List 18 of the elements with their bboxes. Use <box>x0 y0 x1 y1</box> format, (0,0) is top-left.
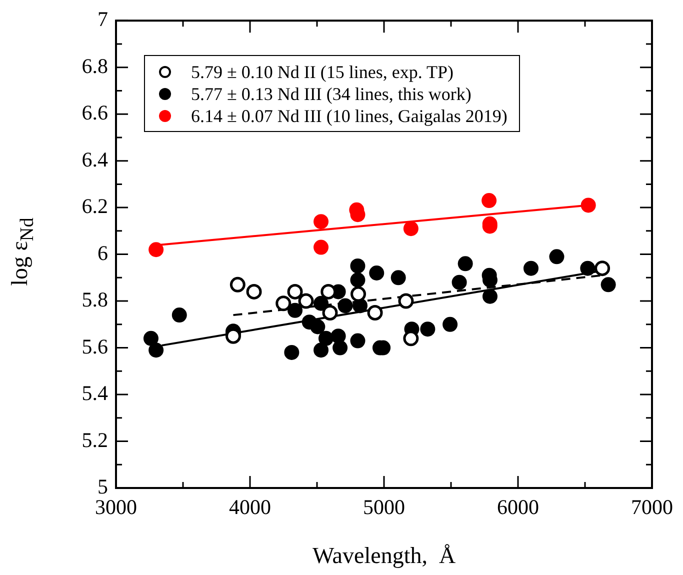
x-tick-label: 7000 <box>631 495 673 520</box>
y-tick-label: 5.4 <box>82 381 108 406</box>
y-tick-label: 6 <box>98 240 108 265</box>
x-tick-label: 4000 <box>229 495 271 520</box>
y-tick-label: 6.4 <box>82 147 108 172</box>
y-tick-label: 7 <box>98 7 108 32</box>
x-axis-title: Wavelength, Å <box>312 543 456 568</box>
legend-label: 5.79 ± 0.10 Nd II (15 lines, exp. TP) <box>191 60 454 83</box>
legend-label: 5.77 ± 0.13 Nd III (34 lines, this work) <box>191 82 472 105</box>
y-tick-label: 6.8 <box>82 54 108 78</box>
x-tick-label: 5000 <box>363 495 405 520</box>
legend-label: 6.14 ± 0.07 Nd III (10 lines, Gaigalas 2019) <box>191 104 508 127</box>
y-tick-label: 5.6 <box>82 334 108 358</box>
y-tick-label: 6.6 <box>82 100 108 125</box>
y-tick-label: 6.2 <box>82 194 108 218</box>
y-tick-label: 5.8 <box>82 288 108 312</box>
x-tick-label: 6000 <box>497 495 539 520</box>
y-tick-label: 5.2 <box>82 428 108 452</box>
